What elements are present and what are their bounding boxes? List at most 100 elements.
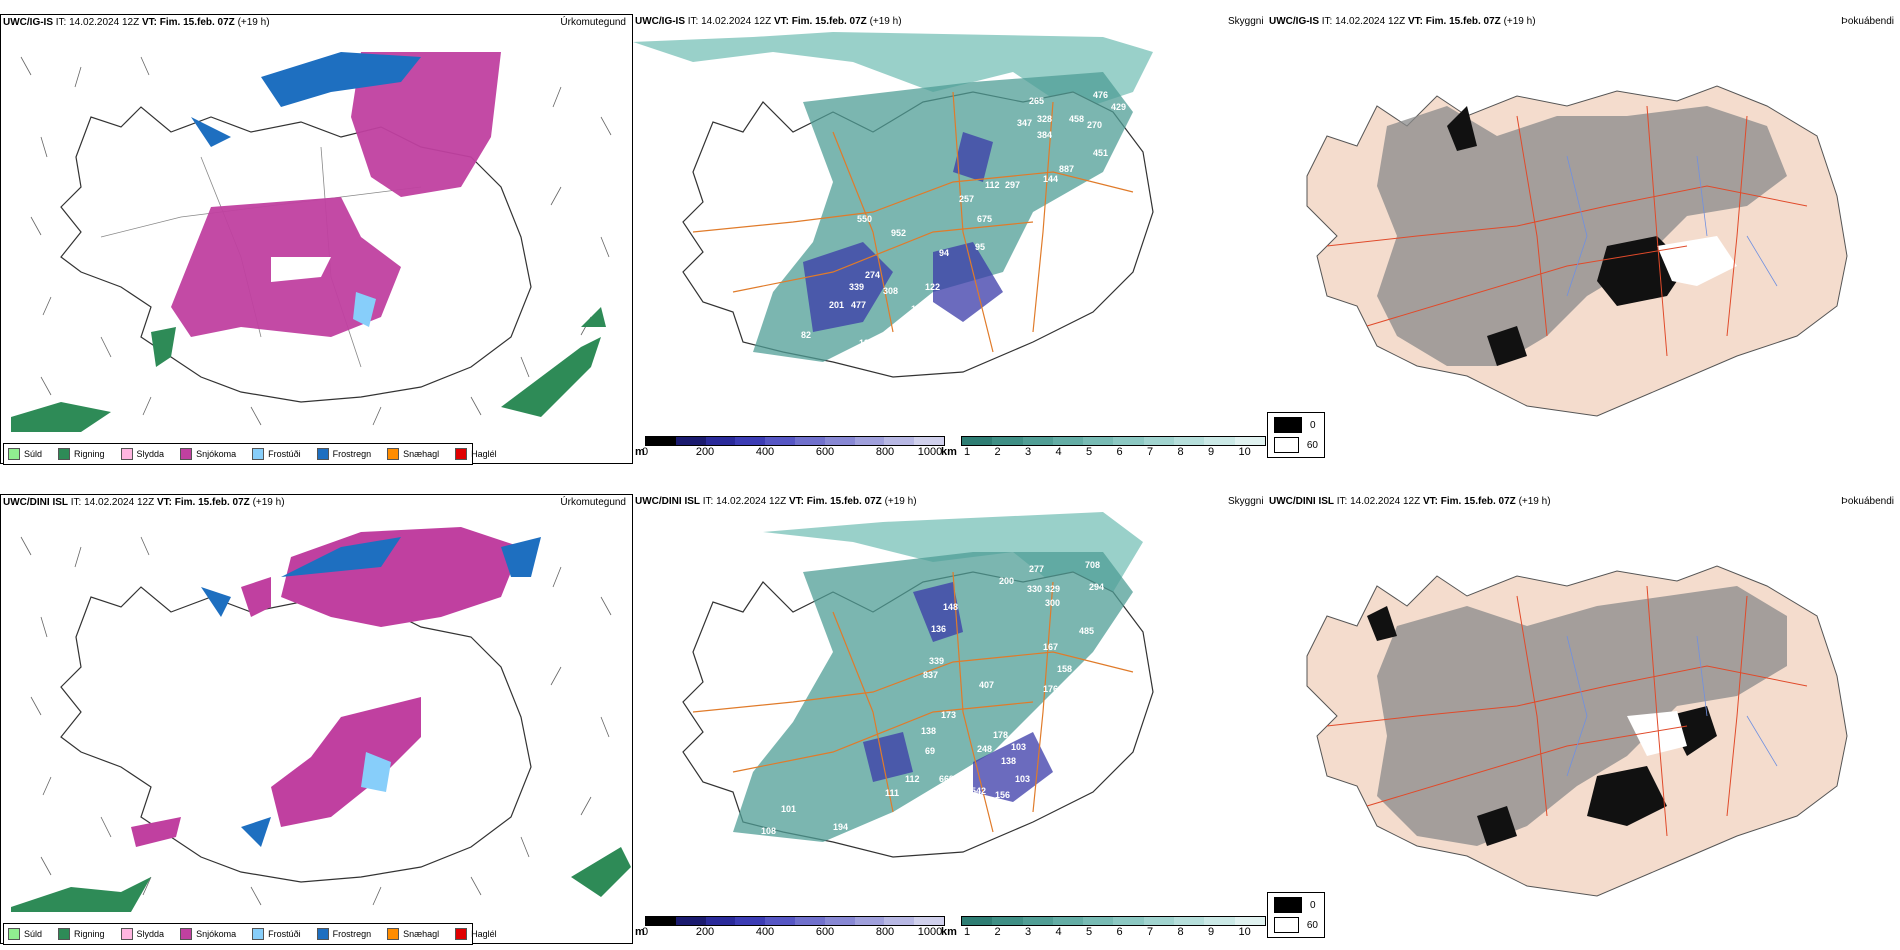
cloudbase-label: 248: [977, 744, 992, 754]
colorbar-block: [884, 917, 915, 925]
cloudbase-label: 837: [923, 670, 938, 680]
colorbar-block: [1052, 437, 1084, 445]
freezing-drizzle-area: [361, 752, 391, 792]
legend-label: Frostúði: [268, 929, 301, 939]
legend-swatch: [8, 448, 20, 460]
cloudbase-label: 153: [873, 830, 888, 840]
legend-label: Rigning: [74, 449, 105, 459]
fog-legend-label: 0: [1310, 419, 1316, 431]
legend-swatch: [455, 448, 468, 460]
roads: [1326, 105, 1808, 357]
cloudbase-label: 138: [1001, 756, 1016, 766]
colorbar-tick: 9: [1208, 926, 1215, 938]
fog-legend-label: 60: [1306, 439, 1318, 451]
lead-time: (+19 h): [884, 496, 917, 507]
cloudbase-colorbar: 0 200 400 600 800 1000: [642, 436, 945, 458]
colorbar-tick: 4: [1055, 926, 1062, 938]
cloudbase-label: 339: [929, 656, 944, 666]
cloudbase-label: 112: [905, 774, 920, 784]
legend-item-rain: Rigning: [58, 448, 105, 460]
model-name: UWC/IG-IS: [635, 16, 685, 27]
colorbar-block: [1143, 917, 1175, 925]
it-value: 14.02.2024 12Z: [1350, 496, 1421, 507]
colorbar-block: [1083, 437, 1114, 445]
colorbar-block: [675, 917, 706, 925]
colorbar-tick: 3: [1025, 446, 1032, 458]
vt-label: VT:: [1422, 496, 1438, 507]
legend-swatch: [58, 928, 71, 940]
visibility-map-bottom: 277 708 200 330 329 294 300 485 167 158 …: [682, 512, 1154, 874]
cloudbase-label: 94: [939, 248, 949, 258]
it-value: 14.02.2024 12Z: [84, 497, 155, 508]
legend-item-snow: Snjókoma: [180, 928, 236, 940]
colorbar-block: [1052, 917, 1084, 925]
colorbar-block: [962, 437, 993, 445]
colorbar-block: [765, 437, 795, 445]
colorbar-tick: 2: [994, 446, 1001, 458]
cloudbase-label: 144: [1043, 174, 1058, 184]
colorbar-block: [992, 437, 1023, 445]
cloudbase-label: 294: [1089, 582, 1104, 592]
cloudbase-label: 542: [971, 786, 986, 796]
legend-swatch: [180, 448, 193, 460]
cloudbase-label: 329: [1045, 584, 1060, 594]
precip-type-panel-top: UWC/IG-IS IT: 14.02.2024 12Z VT: Fim. 15…: [0, 14, 633, 465]
colorbar-block: [765, 917, 795, 925]
fog-dark-area: [1447, 106, 1687, 366]
cloudbase-label: 107: [895, 864, 910, 874]
fog-gray-area: [1377, 586, 1787, 846]
legend-swatch: [8, 928, 20, 940]
cloudbase-label: 669: [939, 774, 954, 784]
fog-legend-row: 0: [1274, 417, 1318, 433]
cloudbase-label: 429: [1111, 102, 1126, 112]
colorbar-tick: 5: [1086, 446, 1093, 458]
colorbar-tick: 7: [1147, 926, 1154, 938]
visibility-area: [733, 552, 1133, 842]
panel-header: UWC/DINI ISL IT: 14.02.2024 12Z VT: Fim.…: [633, 494, 1267, 510]
colorbar-tick: 6: [1116, 446, 1123, 458]
cloudbase-label: 477: [851, 300, 866, 310]
fog-gray-area: [1377, 106, 1787, 366]
cloudbase-labels: 277 708 200 330 329 294 300 485 167 158 …: [761, 560, 1104, 874]
colorbar-block: [1083, 917, 1114, 925]
precip-legend: Súld Rigning Slydda Snjókoma Frostúði Fr…: [3, 923, 497, 945]
cloudbase-labels: 265 476 429 328 458 347 384 270 451 887 …: [773, 90, 1126, 374]
fog-map-top: [1306, 85, 1848, 417]
it-label: IT:: [687, 16, 699, 27]
iceland-outline: [60, 586, 532, 883]
lead-time: (+19 h): [252, 497, 285, 508]
cloudbase-label: 968: [937, 788, 952, 798]
colorbar-block: [992, 917, 1023, 925]
cloudbase-label: 328: [1037, 114, 1052, 124]
cloudbase-label: 111: [885, 788, 899, 798]
it-label: IT:: [1321, 16, 1333, 27]
it-value: 14.02.2024 12Z: [701, 16, 772, 27]
legend-item-drizzle: Súld: [8, 448, 42, 460]
legend-item-snow-pellets: Snæhagl: [387, 448, 439, 460]
legend-label: Súld: [24, 449, 43, 459]
colorbar-block: [914, 917, 944, 925]
cloudbase-colorbar-labels: 0 200 400 600 800 1000: [642, 926, 945, 938]
cloudbase-label: 121: [1009, 266, 1024, 276]
colorbar-tick: 10: [1238, 926, 1251, 938]
panel-header: UWC/DINI ISL IT: 14.02.2024 12Z VT: Fim.…: [1267, 494, 1900, 510]
legend-label: Snæhagl: [403, 929, 440, 939]
cloudbase-label: 297: [1005, 180, 1020, 190]
panel-header: UWC/DINI ISL IT: 14.02.2024 12Z VT: Fim.…: [1, 495, 632, 511]
clear-area: [1627, 711, 1687, 756]
legend-swatch: [387, 928, 400, 940]
colorbar-block: [1174, 917, 1205, 925]
cloudbase-colorbar-blocks: [645, 916, 945, 926]
rain-area: [11, 847, 631, 912]
legend-label: Slydda: [136, 449, 165, 459]
it-value: 14.02.2024 12Z: [69, 17, 140, 28]
roads: [1326, 585, 1808, 837]
cloudbase-label: 308: [883, 286, 898, 296]
legend-label: Haglél: [471, 449, 497, 459]
panel-title: Úrkomutegund: [560, 497, 626, 508]
legend-swatch: [58, 448, 71, 460]
cloudbase-label: 148: [943, 602, 958, 612]
colorbar-block: [675, 437, 706, 445]
vt-label: VT:: [141, 17, 157, 28]
colorbar-tick: 600: [815, 926, 835, 938]
